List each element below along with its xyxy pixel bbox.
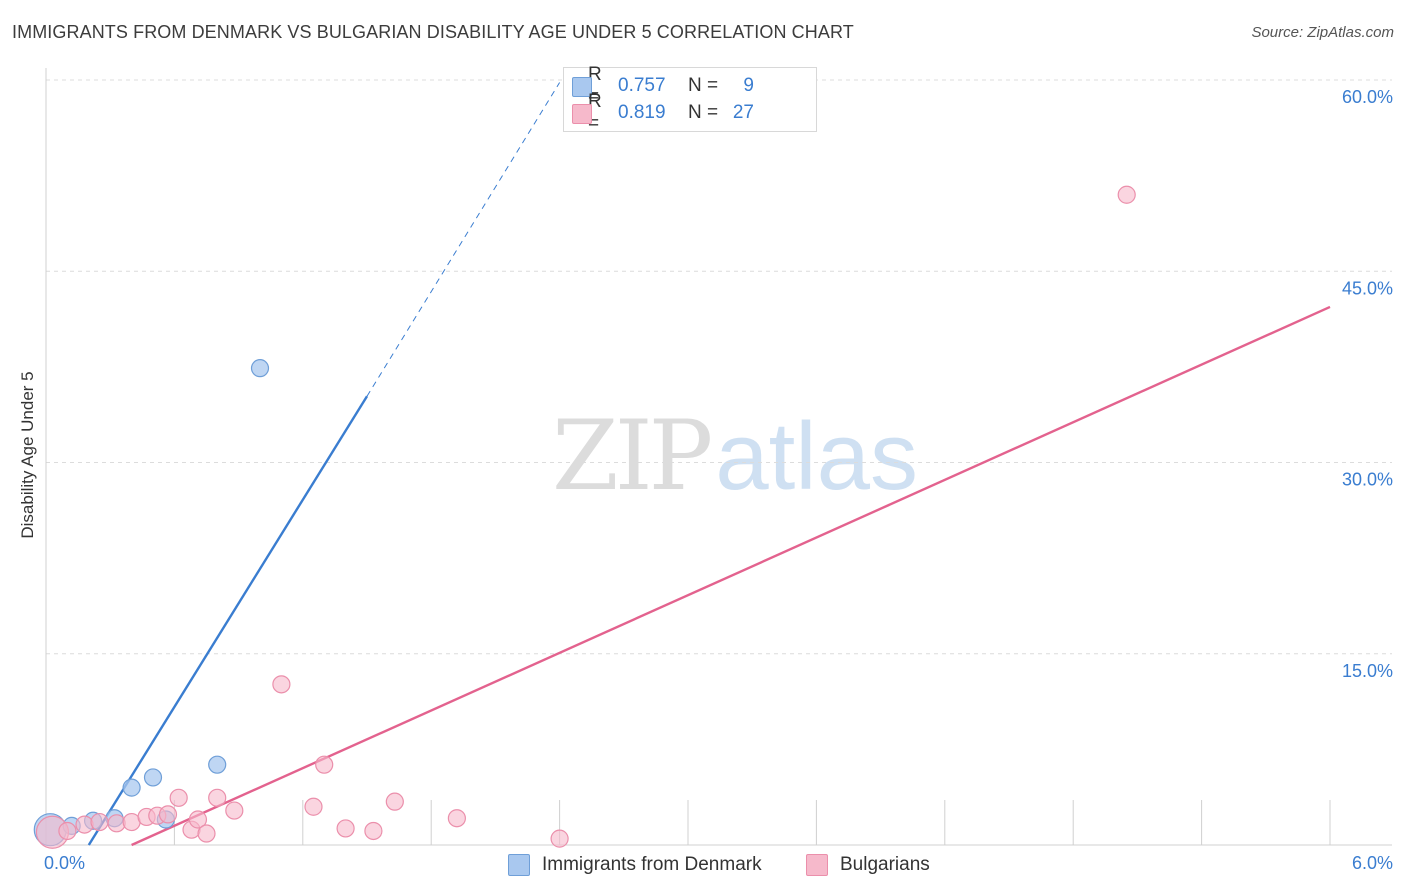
- y-tick-label: 45.0%: [1342, 278, 1393, 298]
- bulgarians-point: [158, 805, 178, 824]
- legend-label: Bulgarians: [840, 854, 930, 875]
- grid-lines: [46, 79, 1392, 655]
- legend-item-bulgarians[interactable]: Bulgarians: [806, 852, 930, 878]
- denmark-point: [208, 755, 227, 774]
- x-tick-label: 0.0%: [44, 853, 85, 873]
- n-value: 9: [743, 75, 754, 96]
- bulgarians-point: [272, 675, 291, 694]
- chart-title: IMMIGRANTS FROM DENMARK VS BULGARIAN DIS…: [12, 22, 854, 42]
- legend-item-denmark[interactable]: Immigrants from Denmark: [508, 852, 762, 878]
- watermark: ZIPatlas: [552, 400, 918, 512]
- trend-lines: [87, 82, 1331, 847]
- bulgarians-point: [169, 788, 188, 807]
- bulgarians-point: [75, 815, 94, 834]
- denmark-swatch: [572, 77, 592, 97]
- bulgarians-point: [364, 821, 383, 841]
- stats-legend: R = 0.757 N = 9 R = 0.819 N = 27: [563, 64, 817, 134]
- y-tick-label: 60.0%: [1342, 87, 1393, 107]
- r-value: 0.819: [618, 102, 666, 123]
- source-label: Source: ZipAtlas.com: [1251, 24, 1394, 41]
- tick-labels: 15.0% 30.0% 45.0% 60.0% 0.0% 6.0%: [44, 87, 1393, 873]
- axes: [45, 68, 1392, 846]
- bulgarians-point: [188, 810, 208, 829]
- denmark-point: [250, 359, 270, 378]
- n-label: N =: [688, 102, 719, 123]
- bulgarians-swatch: [572, 104, 592, 124]
- bulgarians-point: [107, 814, 126, 833]
- n-value: 27: [732, 102, 754, 123]
- bulgarians-point: [385, 792, 404, 811]
- watermark-zip: ZIP: [552, 400, 713, 512]
- bulgarians-point: [1117, 185, 1136, 204]
- denmark-legend-swatch: [508, 854, 530, 876]
- bulgarians-point: [90, 812, 109, 832]
- bulgarians-point: [315, 755, 334, 774]
- denmark-point: [122, 778, 141, 797]
- y-tick-label: 15.0%: [1342, 661, 1393, 681]
- bulgarians-point: [58, 821, 77, 841]
- data-points: [33, 185, 1136, 849]
- bulgarians-point: [208, 788, 227, 807]
- denmark-trend-line: [87, 395, 369, 846]
- bulgarians-point: [197, 824, 216, 843]
- bulgarians-point: [304, 797, 323, 816]
- series-legend: Immigrants from Denmark Bulgarians: [0, 852, 1406, 878]
- r-value: 0.757: [618, 75, 666, 96]
- r-label: R =: [588, 91, 602, 134]
- stats-row-bulgarians: R = 0.819 N = 27: [572, 91, 754, 134]
- watermark-atlas: atlas: [715, 403, 918, 510]
- legend-label: Immigrants from Denmark: [542, 854, 762, 875]
- n-label: N =: [688, 75, 719, 96]
- bulgarians-point: [447, 809, 466, 828]
- bulgarians-point: [336, 819, 355, 838]
- stats-row-denmark: R = 0.757 N = 9: [572, 64, 754, 107]
- denmark-trend-extension: [366, 82, 561, 397]
- bulgarians-trend-line: [131, 305, 1331, 847]
- y-tick-label: 30.0%: [1342, 470, 1393, 490]
- x-tick-label: 6.0%: [1352, 853, 1393, 873]
- bulgarians-legend-swatch: [806, 854, 828, 876]
- bulgarians-point: [225, 801, 244, 820]
- denmark-point: [143, 768, 163, 787]
- bulgarians-point: [550, 829, 569, 848]
